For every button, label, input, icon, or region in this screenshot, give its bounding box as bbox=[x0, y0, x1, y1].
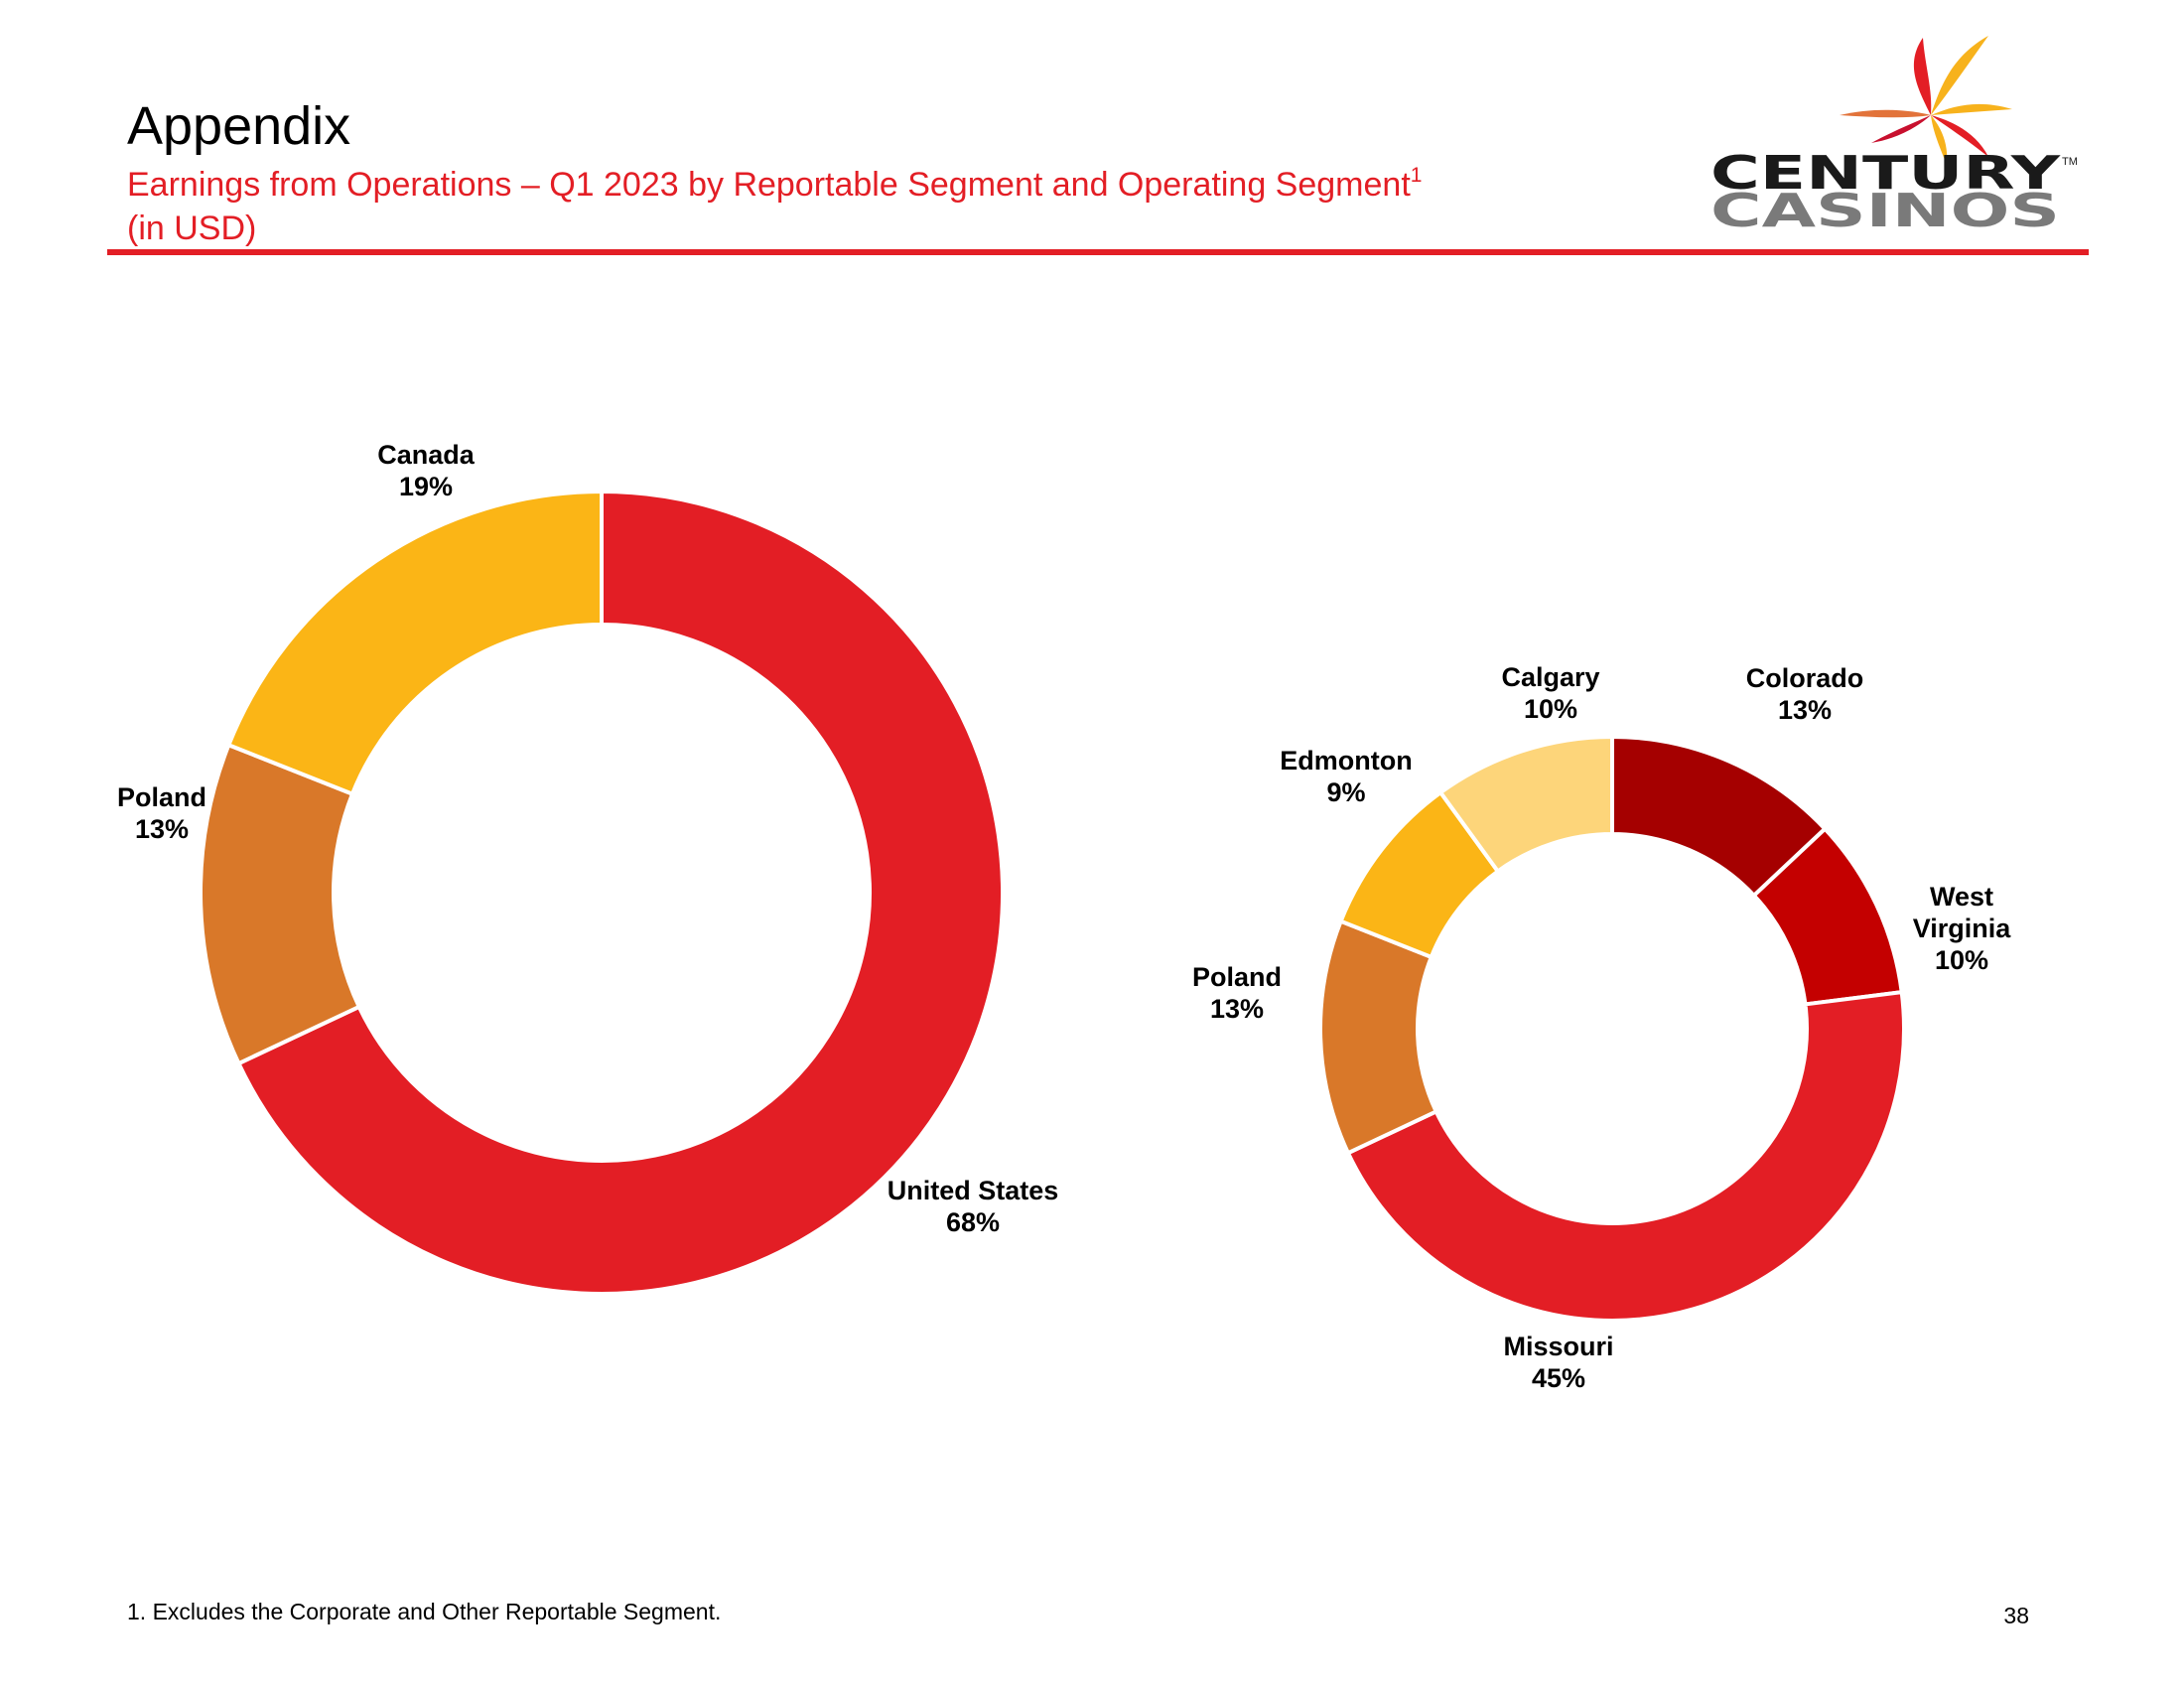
slice-calgary bbox=[1438, 735, 1614, 874]
slice-label-calgary: Calgary 10% bbox=[1501, 662, 1599, 724]
slice-label-canada: Canada 19% bbox=[377, 440, 476, 501]
header-divider bbox=[107, 249, 2089, 255]
slice-poland bbox=[1318, 918, 1438, 1156]
slice-label-poland: Poland 13% bbox=[117, 782, 206, 844]
slice-label-colorado: Colorado 13% bbox=[1746, 663, 1864, 725]
subtitle-line-2: (in USD) bbox=[127, 210, 257, 247]
slice-poland bbox=[199, 743, 361, 1066]
slice-label-west-virginia: West Virginia 10% bbox=[1913, 882, 2012, 975]
century-casinos-logo: CENTURY TM CASINOS bbox=[1710, 36, 2078, 231]
page-number: 38 bbox=[2003, 1603, 2029, 1628]
logo-word-century: CENTURY bbox=[1710, 146, 2061, 200]
reportable-segment-donut: United States 68% Poland 13% Canada 19% bbox=[117, 440, 1059, 1296]
slice-missouri bbox=[1345, 990, 1906, 1323]
footnote: 1. Excludes the Corporate and Other Repo… bbox=[127, 1599, 722, 1624]
logo-trademark: TM bbox=[2062, 156, 2078, 168]
slice-label-united-states: United States 68% bbox=[887, 1176, 1059, 1237]
operating-segment-donut: Colorado 13% West Virginia 10% Missouri 45% Pol… bbox=[1192, 662, 2011, 1393]
slice-label-edmonton: Edmonton 9% bbox=[1280, 746, 1412, 807]
slice-label-poland: Poland 13% bbox=[1192, 962, 1282, 1024]
slice-canada bbox=[226, 490, 604, 796]
footnote-marker: 1 bbox=[1410, 164, 1423, 187]
page-subtitle: Earnings from Operations – Q1 2023 by Re… bbox=[127, 163, 1616, 250]
subtitle-line-1: Earnings from Operations – Q1 2023 by Re… bbox=[127, 166, 1411, 204]
logo-word-casinos: CASINOS bbox=[1710, 184, 2060, 231]
page-title: Appendix bbox=[127, 96, 351, 156]
logo-flower-icon bbox=[1840, 36, 2012, 165]
slice-label-missouri: Missouri 45% bbox=[1503, 1332, 1613, 1393]
slice-united-states bbox=[236, 490, 1005, 1296]
